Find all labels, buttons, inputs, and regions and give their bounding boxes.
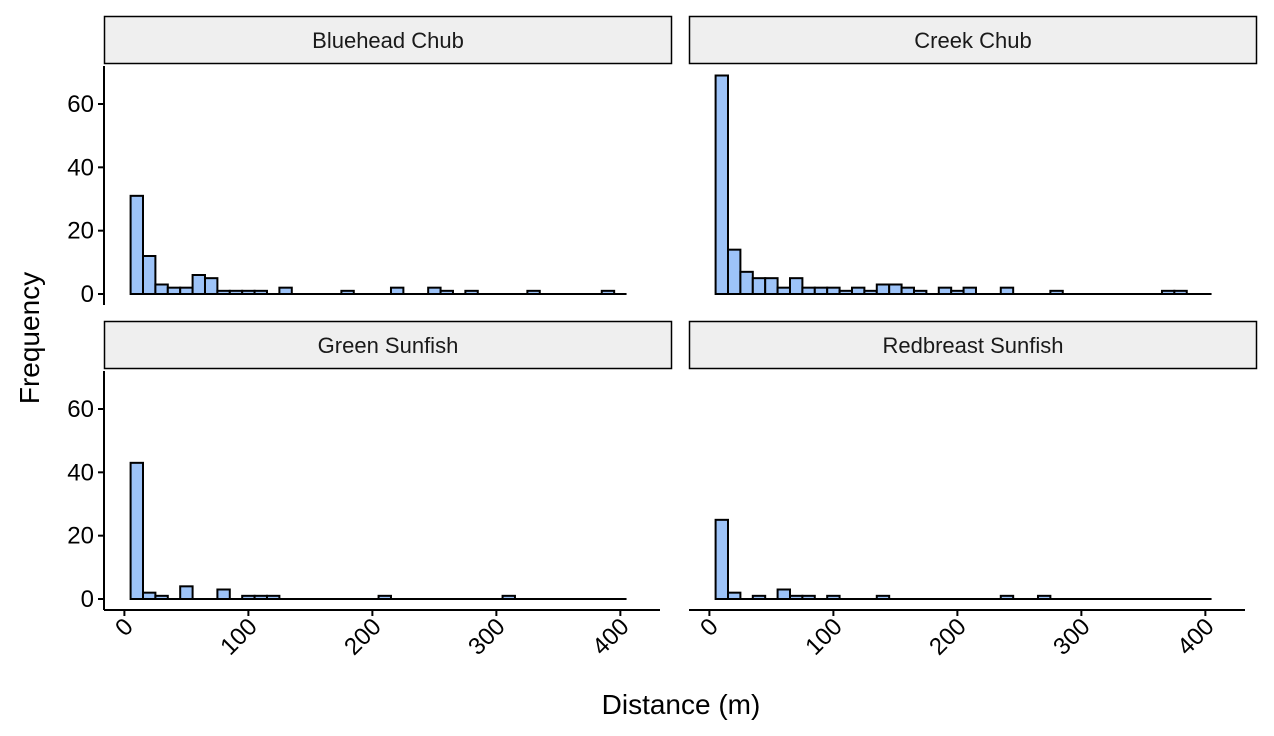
histogram-bar [826,286,841,295]
histogram-bar [999,286,1015,295]
x-tick-label: 100 [800,613,847,660]
facet-title: Redbreast Sunfish [883,333,1064,358]
histogram-bar [600,289,616,296]
facet-strip [103,15,673,65]
facet-panel: Redbreast Sunfish 0 100 200 300 400 [688,320,1258,661]
histogram-bar [241,594,256,600]
histogram-bar [739,270,754,296]
histogram-bar [751,277,767,295]
histogram-bar [501,594,516,600]
y-tick-label: 0 [81,281,94,308]
x-tick-label: 200 [339,613,386,660]
histogram-bar [203,277,219,295]
x-tick-label: 300 [463,613,510,660]
x-tick-label: 0 [110,613,139,642]
histogram-bar [714,518,729,600]
histogram-bar [726,248,742,296]
histogram-bar [179,286,194,295]
histogram-bar [241,289,256,296]
histogram-bar [228,289,244,296]
x-tick-label: 400 [587,613,634,660]
histogram-bar [141,255,157,295]
histogram-bar [427,286,442,295]
facet-title: Green Sunfish [318,333,459,358]
histogram-bar [278,286,293,295]
histogram-bar [875,594,891,600]
facet-panel: Creek Chub [688,15,1258,296]
facet-strip [688,320,1258,370]
histogram-bar [764,277,779,295]
x-tick-label: 400 [1172,613,1219,660]
y-tick-label: 0 [81,586,94,613]
histogram-bar [166,286,182,295]
histogram-bar [776,286,791,295]
histogram-bar [377,594,392,600]
histogram-bar [1049,289,1064,296]
histogram-bar [962,286,977,295]
histogram-bar [788,594,804,600]
histogram-bar [999,594,1015,600]
histogram-bar [751,594,767,600]
histogram-bar [191,274,206,295]
facet-panel: Bluehead Chub 0 20 40 60 [67,15,673,308]
x-tick-label: 100 [215,613,262,660]
x-axis-title: Distance (m) [602,689,761,720]
histogram-bar [154,283,169,295]
facet-panel: Green Sunfish 0 20 40 60 0 100 200 300 400 [67,320,673,661]
histogram-bar [863,289,878,296]
histogram-bar [826,594,841,600]
y-tick-label: 20 [67,218,94,245]
histogram-bar [888,283,903,295]
histogram-bar [526,289,541,296]
histogram-bar [1173,289,1188,296]
histogram-bar [216,588,231,600]
histogram-bar [875,283,891,295]
y-axis-title: Frequency [14,272,45,404]
y-tick-label: 60 [67,91,94,118]
histogram-bar [154,594,169,600]
histogram-bar [464,289,479,296]
histogram-bar [801,286,816,295]
x-tick-label: 0 [695,613,724,642]
histogram-bar [900,286,915,295]
histogram-bar [850,286,866,295]
histogram-bar [726,591,742,601]
histogram-bar [439,289,454,296]
facet-title: Bluehead Chub [312,28,464,53]
histogram-bar [1160,289,1176,296]
histogram-bar [253,289,268,296]
histogram-bar [340,289,355,296]
facet-title: Creek Chub [914,28,1031,53]
histogram-bar [253,594,268,600]
histogram-bar [216,289,231,296]
histogram-bar [776,588,791,600]
x-tick-label: 300 [1048,613,1095,660]
histogram-bar [950,289,965,296]
histogram-bar [179,585,194,600]
histogram-bar [801,594,816,600]
histogram-bar [838,289,853,296]
y-tick-label: 60 [67,396,94,423]
facet-strip [103,320,673,370]
histogram-bar [1036,594,1052,600]
y-tick-label: 40 [67,154,94,181]
histogram-bar [265,594,281,600]
histogram-bar [129,461,144,601]
facet-strip [688,15,1258,65]
histogram-bar [912,289,928,296]
y-tick-label: 40 [67,459,94,486]
histogram-bar [141,591,157,601]
histogram-bar [788,277,804,295]
x-tick-label: 200 [924,613,971,660]
histogram-bar [389,286,405,295]
histogram-bar [937,286,953,295]
histogram-bar [714,74,729,295]
panels-layer: Bluehead Chub 0 20 40 60 Creek Chub Green Sunf… [67,15,1258,661]
histogram-bar [813,286,829,295]
histogram-bar [129,194,144,295]
y-tick-label: 20 [67,523,94,550]
